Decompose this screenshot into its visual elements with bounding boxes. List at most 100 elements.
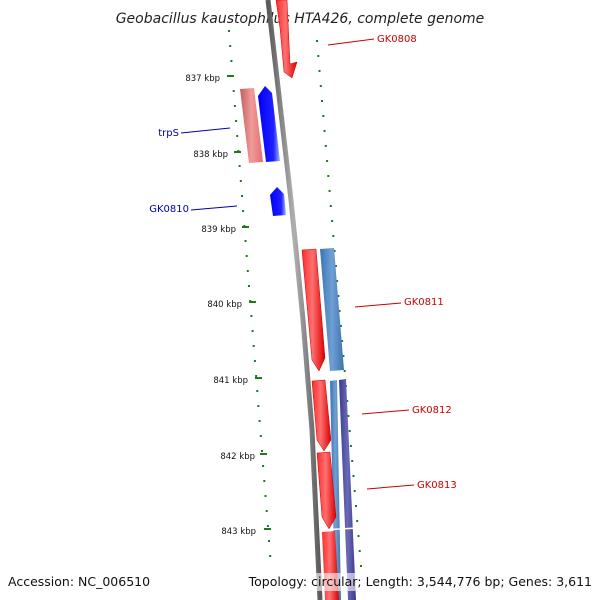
gene-label-gk0811: GK0811: [404, 297, 444, 308]
tick-dot: [331, 220, 334, 222]
tick-dot: [268, 540, 270, 542]
tick-dot: [351, 460, 354, 462]
genome-summary-text: Topology: circular; Length: 3,544,776 bp…: [248, 574, 592, 589]
tick-dot: [265, 510, 268, 512]
kbp-label: 842 kbp: [220, 452, 255, 462]
tick-dot: [244, 240, 247, 242]
tick-dot: [262, 465, 265, 467]
gene-label-gk0813: GK0813: [417, 480, 457, 491]
kbp-label: 837 kbp: [185, 74, 220, 84]
tick-dot: [246, 270, 249, 272]
tick-dot: [333, 250, 336, 252]
tick-dot: [358, 550, 361, 552]
gene-label-gk0808: GK0808: [377, 34, 417, 45]
gene-label-gk0810: GK0810: [149, 204, 189, 215]
kbp-label: 843 kbp: [221, 527, 256, 537]
tick-dot: [324, 145, 327, 147]
tick-dot: [360, 565, 362, 567]
tick-dot: [238, 165, 241, 167]
ruler: 837 kbp 838 kbp 839 kbp 840 kbp 841 kbp …: [185, 74, 271, 537]
leader-line-gk0812: [361, 409, 410, 415]
tick-dot: [322, 115, 325, 117]
tick-dot: [327, 175, 330, 177]
tick-dot: [255, 375, 258, 377]
leader-line-trps: [180, 127, 231, 134]
tick-dot: [347, 415, 350, 417]
tick-dot: [319, 85, 322, 87]
tick-dot: [326, 160, 329, 162]
tick-dot: [250, 315, 253, 317]
gene-trps-arrow: [258, 86, 280, 162]
tick-dot: [269, 555, 272, 557]
gene-label-gk0812: GK0812: [412, 405, 452, 416]
tick-dot: [242, 210, 245, 212]
tick-dots: [228, 30, 362, 567]
leader-line-gk0813: [366, 484, 415, 490]
gene-gk0810-arrow: [270, 187, 286, 216]
tick-dot: [252, 345, 255, 347]
gene-gk0812-steel-bar: [330, 380, 341, 600]
tick-dot: [356, 520, 359, 522]
tick-dot: [353, 490, 356, 492]
tick-dot: [342, 355, 345, 357]
tick-dot: [230, 60, 233, 62]
tick-dot: [357, 535, 360, 537]
gene-gk0811-steel-bar: [320, 248, 344, 371]
gene-navy-bar: [339, 379, 356, 600]
tick-dot: [229, 45, 232, 47]
gene-features: [240, 0, 359, 600]
accession-text: Accession: NC_006510: [8, 574, 150, 589]
gene-gk0813-arrow: [316, 451, 337, 530]
gene-labels: GK0808 trpS GK0810 GK0811 GK0812 GK0813: [149, 34, 457, 491]
tick-dot: [338, 310, 341, 312]
gene-gk0811-arrow: [301, 248, 326, 372]
tick-dot: [316, 40, 318, 42]
tick-dot: [259, 435, 262, 437]
tick-dot: [256, 390, 259, 392]
footer-backdrop: [258, 573, 598, 591]
tick-dot: [245, 255, 248, 257]
tick-dot: [355, 505, 357, 507]
kbp-label: 841 kbp: [213, 376, 248, 386]
tick-dot: [318, 70, 321, 72]
gene-trps-pale-block: [240, 88, 263, 163]
genome-backbone: [265, 0, 323, 600]
tick-dot: [251, 330, 254, 332]
kbp-label: 839 kbp: [201, 225, 236, 235]
tick-dot: [235, 120, 238, 122]
tick-dot: [321, 100, 323, 102]
tick-dot: [232, 90, 235, 92]
tick-dot: [317, 55, 320, 57]
tick-dot: [334, 265, 337, 267]
tick-dot: [343, 370, 346, 372]
gene-gk0808-arrow: [275, 0, 298, 79]
tick-dot: [352, 475, 355, 477]
tick-dot: [241, 195, 243, 197]
tick-dot: [264, 495, 267, 497]
tick-dot: [266, 525, 269, 527]
tick-dot: [348, 430, 351, 432]
leader-line-gk0810: [190, 205, 238, 211]
kbp-label: 838 kbp: [193, 150, 228, 160]
kbp-label: 840 kbp: [207, 300, 242, 310]
tick-dot: [258, 420, 261, 422]
tick-dot: [233, 105, 236, 107]
tick-dot: [328, 190, 331, 192]
tick-dot: [228, 30, 230, 32]
tick-dot: [323, 130, 326, 132]
tick-dot: [336, 280, 339, 282]
leader-line-gk0808: [327, 38, 375, 46]
tick-dot: [236, 135, 239, 137]
tick-dot: [261, 450, 263, 452]
gene-label-trps: trpS: [158, 128, 179, 139]
tick-dot: [349, 445, 352, 447]
tick-dot: [346, 400, 349, 402]
tick-dot: [337, 295, 340, 297]
tick-dot: [253, 360, 256, 362]
tick-dot: [329, 205, 332, 207]
gene-gk0812-arrow: [311, 379, 332, 452]
map-title: Geobacillus kaustophilus HTA426, complet…: [116, 11, 485, 27]
tick-dot: [248, 285, 250, 287]
tick-dot: [263, 480, 266, 482]
